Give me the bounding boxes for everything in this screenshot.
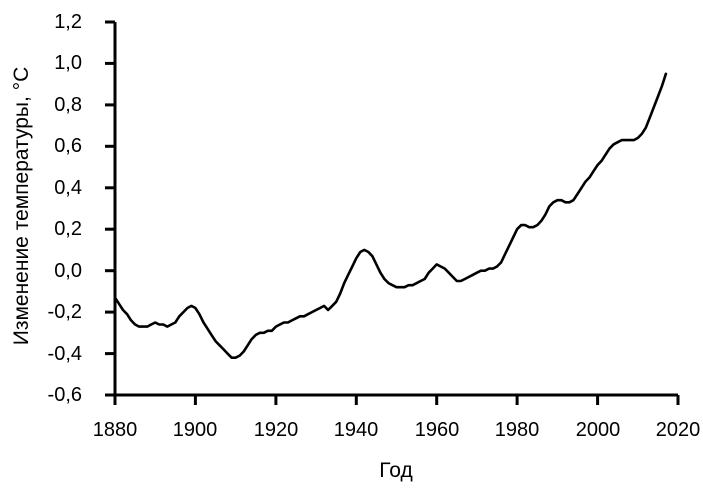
y-tick-label: 1,0 bbox=[54, 52, 82, 74]
x-tick-label: 1880 bbox=[92, 419, 138, 441]
y-tick-label: 0,4 bbox=[54, 177, 82, 199]
y-tick-label: 0,8 bbox=[54, 94, 82, 116]
x-tick-label: 1920 bbox=[253, 419, 299, 441]
y-tick-label: -0,4 bbox=[47, 343, 82, 365]
axes-spines bbox=[113, 22, 678, 397]
x-tick-label: 1900 bbox=[172, 419, 218, 441]
x-tick-label: 1980 bbox=[494, 419, 540, 441]
temperature-anomaly-line bbox=[113, 72, 668, 360]
y-tick-label: -0,6 bbox=[47, 384, 82, 406]
x-tick-label: 1940 bbox=[333, 419, 379, 441]
y-tick-label: -0,2 bbox=[47, 301, 82, 323]
y-tick-label: 0,0 bbox=[54, 260, 82, 282]
y-tick-label: 0,6 bbox=[54, 135, 82, 157]
x-tick-label: 2020 bbox=[655, 419, 701, 441]
x-tick-label: 2000 bbox=[575, 419, 621, 441]
x-tick-label: 1960 bbox=[414, 419, 460, 441]
y-tick-label: 1,2 bbox=[54, 11, 82, 33]
y-tick-label: 0,2 bbox=[54, 218, 82, 240]
x-axis-title: Год bbox=[379, 459, 413, 482]
